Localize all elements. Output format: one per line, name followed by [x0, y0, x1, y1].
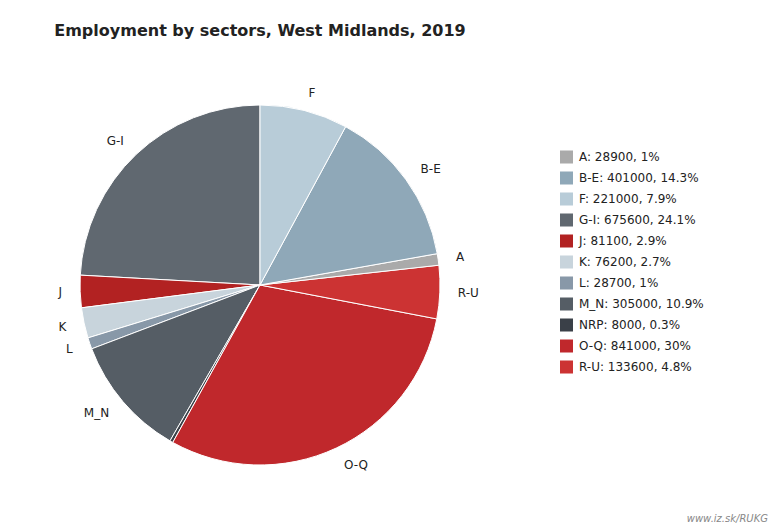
pie-slice	[173, 285, 437, 465]
slice-labels: G-I J KL M_N O-Q R-U A B-E F	[58, 86, 479, 471]
pie-slice	[260, 105, 346, 285]
chart: Employment by sectors, West Midlands, 20…	[0, 0, 782, 532]
legend-swatch	[560, 172, 573, 185]
pie-slice	[80, 105, 260, 285]
legend-item: R-U: 133600, 4.8%	[560, 360, 692, 374]
legend-swatch	[560, 340, 573, 353]
legend-label: B-E: 401000, 14.3%	[579, 171, 699, 185]
pie	[80, 105, 440, 465]
slice-label: A	[456, 250, 465, 264]
watermark: www.iz.sk/RUKG	[687, 513, 768, 524]
legend-swatch	[560, 361, 573, 374]
legend-item: O-Q: 841000, 30%	[560, 339, 691, 353]
legend-label: J: 81100, 2.9%	[578, 234, 667, 248]
legend-item: A: 28900, 1%	[560, 150, 660, 164]
legend-item: L: 28700, 1%	[560, 276, 658, 290]
slice-label: L	[66, 342, 73, 356]
slice-label: O-Q	[344, 458, 368, 472]
legend-label: NRP: 8000, 0.3%	[579, 318, 680, 332]
legend-swatch	[560, 319, 573, 332]
legend-label: L: 28700, 1%	[579, 276, 658, 290]
legend-swatch	[560, 256, 573, 269]
legend-label: F: 221000, 7.9%	[579, 192, 677, 206]
legend-item: F: 221000, 7.9%	[560, 192, 677, 206]
title: Employment by sectors, West Midlands, 20…	[54, 21, 465, 40]
legend-swatch	[560, 214, 573, 227]
legend-item: K: 76200, 2.7%	[560, 255, 671, 269]
legend: A: 28900, 1% B-E: 401000, 14.3% F: 221000,…	[560, 150, 704, 374]
legend-label: R-U: 133600, 4.8%	[579, 360, 692, 374]
slice-label: F	[309, 86, 316, 100]
legend-label: K: 76200, 2.7%	[579, 255, 671, 269]
legend-item: B-E: 401000, 14.3%	[560, 171, 699, 185]
legend-swatch	[560, 193, 573, 206]
legend-item: G-I: 675600, 24.1%	[560, 213, 696, 227]
legend-item: NRP: 8000, 0.3%	[560, 318, 680, 332]
legend-swatch	[560, 298, 573, 311]
legend-label: G-I: 675600, 24.1%	[579, 213, 696, 227]
slice-label: G-I	[107, 134, 124, 148]
slice-label: B-E	[421, 162, 441, 176]
legend-item: M_N: 305000, 10.9%	[560, 297, 704, 311]
legend-label: O-Q: 841000, 30%	[579, 339, 691, 353]
slice-label: K	[59, 320, 68, 334]
legend-swatch	[560, 277, 573, 290]
legend-swatch	[560, 151, 573, 164]
legend-swatch	[560, 235, 573, 248]
slice-label: M_N	[84, 406, 109, 420]
slice-label: R-U	[458, 286, 479, 300]
legend-item: J: 81100, 2.9%	[560, 234, 667, 248]
slice-label: J	[58, 285, 63, 299]
legend-label: A: 28900, 1%	[579, 150, 660, 164]
legend-label: M_N: 305000, 10.9%	[579, 297, 704, 311]
